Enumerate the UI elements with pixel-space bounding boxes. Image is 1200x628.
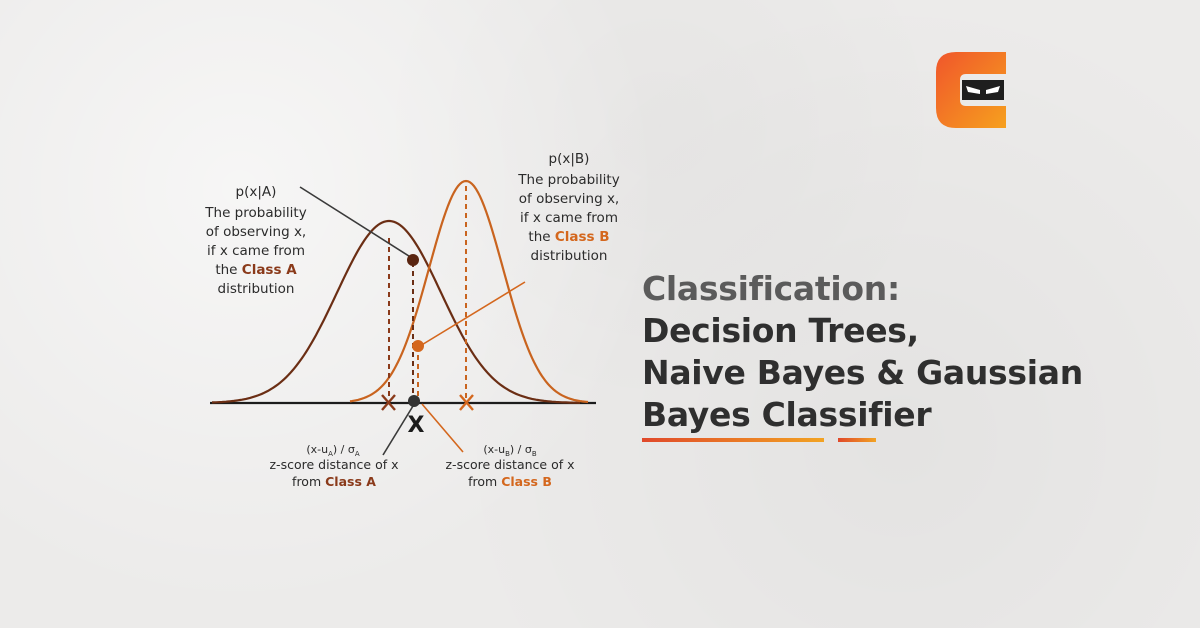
label-a-line3: of observing x, xyxy=(206,224,306,240)
title-line-1: Classification: xyxy=(642,269,900,308)
zscore-a-line3: from Class A xyxy=(292,474,376,489)
title-underline-long xyxy=(642,438,824,442)
label-b-class-name: Class B xyxy=(555,229,610,245)
title-underline-short xyxy=(838,438,876,442)
observation-x-label: X xyxy=(408,413,425,438)
label-a-line4: if x came from xyxy=(207,243,305,259)
zscore-b-line2: z-score distance of x xyxy=(446,457,575,472)
label-b-line2: The probability xyxy=(517,172,619,188)
label-a-line5: the Class A xyxy=(215,262,297,278)
zscore-b-line3: from Class B xyxy=(468,474,552,489)
class-b-likelihood-dot xyxy=(412,340,424,352)
label-b-line3: of observing x, xyxy=(519,191,619,207)
class-a-mean-cross xyxy=(381,394,396,411)
label-a-line2: The probability xyxy=(204,205,306,221)
label-b-pointer-line xyxy=(419,281,526,347)
title-block: Classification: Decision Trees, Naive Ba… xyxy=(642,268,1162,436)
label-b-line6: distribution xyxy=(531,248,608,264)
label-b-line4: if x came from xyxy=(520,210,618,226)
label-a-pointer-line xyxy=(299,186,413,259)
title-line-4: Bayes Classifier xyxy=(642,395,932,434)
title-line-2: Decision Trees, xyxy=(642,311,919,350)
observation-dot xyxy=(408,395,420,407)
label-b-line1: p(x|B) xyxy=(549,151,590,167)
class-a-curve xyxy=(212,219,580,404)
label-a-line6: distribution xyxy=(218,281,295,297)
label-a: p(x|A) The probability of observing x, i… xyxy=(204,184,306,297)
title-line-3: Naive Bayes & Gaussian xyxy=(642,353,1083,392)
coding-ninjas-logo-icon xyxy=(936,52,1006,128)
label-b-line5: the Class B xyxy=(528,229,609,245)
label-a-class-name: Class A xyxy=(242,262,297,278)
class-a-likelihood-dot xyxy=(407,254,419,266)
zscore-a: (x-uA) / σA z-score distance of x from C… xyxy=(270,443,399,489)
zscore-b: (x-uB) / σB z-score distance of x from C… xyxy=(446,443,575,489)
label-b: p(x|B) The probability of observing x, i… xyxy=(517,151,619,264)
zscore-a-line2: z-score distance of x xyxy=(270,457,399,472)
zscore-a-class-name: Class A xyxy=(325,474,376,489)
class-b-mean-cross xyxy=(459,394,474,411)
zscore-a-formula: (x-uA) / σA xyxy=(306,443,360,458)
zscore-b-pointer-line xyxy=(421,403,464,453)
label-a-line1: p(x|A) xyxy=(236,184,277,200)
zscore-a-pointer-line xyxy=(382,405,414,456)
zscore-b-formula: (x-uB) / σB xyxy=(483,443,537,458)
zscore-b-class-name: Class B xyxy=(501,474,552,489)
